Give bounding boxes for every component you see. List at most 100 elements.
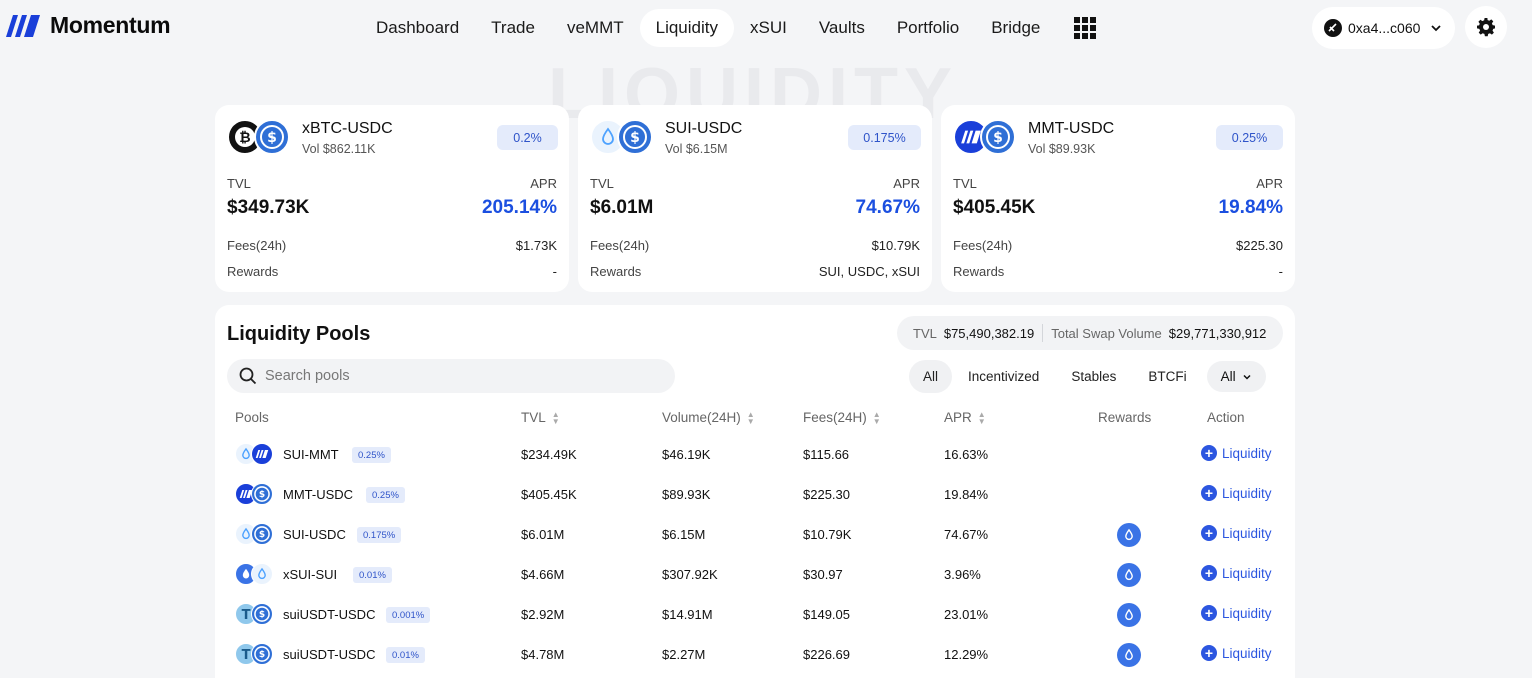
sort-icon: ▲ ▼ bbox=[872, 409, 881, 426]
search-box[interactable] bbox=[227, 359, 675, 393]
filter-incentivized[interactable]: Incentivized bbox=[968, 369, 1040, 384]
chevron-down-icon bbox=[1431, 25, 1442, 32]
fee-tier-badge: 0.25% bbox=[1216, 125, 1283, 150]
rewards-label: Rewards bbox=[590, 264, 642, 279]
volume-cell: $14.91M bbox=[662, 607, 713, 622]
add-liquidity-label: Liquidity bbox=[1222, 445, 1272, 461]
search-input[interactable] bbox=[265, 368, 645, 384]
pair-volume: Vol $6.15M bbox=[665, 142, 728, 156]
top-header: Momentum Dashboard Trade veMMT Liquidity… bbox=[0, 0, 1532, 56]
pool-name: suiUSDT-USDC bbox=[283, 647, 376, 662]
fees-value: $1.73K bbox=[515, 238, 557, 253]
fees-cell: $10.79K bbox=[803, 527, 852, 542]
wallet-button[interactable]: 0xa4...c060 bbox=[1312, 7, 1455, 49]
svg-text:$: $ bbox=[259, 490, 265, 500]
settings-button[interactable] bbox=[1465, 6, 1507, 48]
pair-icons: T $ bbox=[235, 603, 275, 627]
nav-bridge[interactable]: Bridge bbox=[991, 18, 1041, 37]
add-liquidity-label: Liquidity bbox=[1222, 565, 1272, 581]
pool-row[interactable]: T $ suiUSDT-USDC 0.001% $2.92M $14.91M $149.05… bbox=[215, 595, 1295, 635]
pool-row[interactable]: $ MMT-USDC 0.25% $405.45K $89.93K $225.30 19.8… bbox=[215, 475, 1295, 515]
column-header-label: Volume(24H) bbox=[662, 410, 741, 425]
add-liquidity-button[interactable]: + Liquidity bbox=[1201, 525, 1272, 541]
nav-xsui[interactable]: xSUI bbox=[750, 18, 787, 37]
nav-dashboard[interactable]: Dashboard bbox=[376, 18, 460, 37]
usdc-token-icon: $ bbox=[251, 603, 273, 625]
column-header-fees[interactable]: Fees(24H) ▲ ▼ bbox=[803, 410, 881, 425]
add-liquidity-button[interactable]: + Liquidity bbox=[1201, 485, 1272, 501]
add-liquidity-button[interactable]: + Liquidity bbox=[1201, 445, 1272, 461]
nav-trade[interactable]: Trade bbox=[491, 18, 535, 37]
gear-icon bbox=[1477, 18, 1495, 37]
pool-type-select[interactable]: All bbox=[1206, 361, 1266, 392]
plus-icon: + bbox=[1201, 645, 1217, 661]
column-header-apr[interactable]: APR ▲ ▼ bbox=[944, 410, 986, 425]
pool-type-select-value: All bbox=[1220, 369, 1236, 384]
fee-tier-badge: 0.01% bbox=[386, 647, 425, 663]
column-header-label: TVL bbox=[521, 410, 546, 425]
sort-icon: ▲ ▼ bbox=[977, 409, 986, 426]
svg-text:$: $ bbox=[630, 130, 640, 146]
apr-cell: 3.96% bbox=[944, 567, 981, 582]
add-liquidity-button[interactable]: + Liquidity bbox=[1201, 645, 1272, 661]
sort-icon: ▲ ▼ bbox=[551, 409, 560, 426]
search-icon bbox=[239, 367, 257, 385]
column-header-rewards: Rewards bbox=[1098, 410, 1151, 425]
mmt-token-icon bbox=[251, 443, 273, 465]
logo[interactable]: Momentum bbox=[4, 12, 171, 39]
filter-stables[interactable]: Stables bbox=[1071, 369, 1117, 384]
nav-liquidity[interactable]: Liquidity bbox=[639, 9, 734, 47]
column-header-action: Action bbox=[1207, 410, 1245, 425]
apr-label: APR bbox=[893, 176, 920, 191]
apps-grid-icon[interactable] bbox=[1074, 17, 1097, 39]
svg-text:$: $ bbox=[993, 130, 1003, 146]
nav-vaults[interactable]: Vaults bbox=[818, 18, 865, 37]
add-liquidity-button[interactable]: + Liquidity bbox=[1201, 605, 1272, 621]
pair-icons: $ bbox=[235, 523, 275, 547]
featured-pool-card[interactable]: $ MMT-USDC Vol $89.93K 0.25% TVL APR $40… bbox=[941, 105, 1295, 292]
filter-all[interactable]: All bbox=[909, 360, 953, 393]
pool-name: MMT-USDC bbox=[283, 487, 354, 502]
rewards-label: Rewards bbox=[227, 264, 279, 279]
pool-row[interactable]: T $ suiUSDT-USDC 0.01% $4.78M $2.27M $226.69 12… bbox=[215, 635, 1295, 675]
fees-cell: $225.30 bbox=[803, 487, 850, 502]
usdc-token-icon: $ bbox=[251, 483, 273, 505]
fees-cell: $226.69 bbox=[803, 647, 850, 662]
pool-row[interactable]: $ SUI-USDC 0.175% $6.01M $6.15M $10.79K 74.67%… bbox=[215, 515, 1295, 555]
tvl-cell: $6.01M bbox=[521, 527, 565, 542]
pair-icons: $ bbox=[953, 119, 1023, 157]
volume-cell: $46.19K bbox=[662, 447, 711, 462]
rewards-value: - bbox=[1278, 264, 1283, 279]
volume-cell: $6.15M bbox=[662, 527, 706, 542]
sort-icon: ▲ ▼ bbox=[746, 409, 755, 426]
add-liquidity-button[interactable]: + Liquidity bbox=[1201, 565, 1272, 581]
featured-pool-card[interactable]: $ SUI-USDC Vol $6.15M 0.175% TVL APR $6.… bbox=[578, 105, 932, 292]
nav-vemmt[interactable]: veMMT bbox=[566, 18, 624, 37]
tvl-value: $6.01M bbox=[590, 197, 654, 218]
svg-text:T: T bbox=[242, 608, 251, 621]
column-header-tvl[interactable]: TVL ▲ ▼ bbox=[521, 410, 560, 425]
volume-cell: $89.93K bbox=[662, 487, 711, 502]
momentum-logo-icon bbox=[6, 14, 40, 37]
pool-stats-summary: TVL $75,490,382.19 Total Swap Volume $29… bbox=[897, 316, 1283, 350]
apr-cell: 23.01% bbox=[944, 607, 989, 622]
pool-row[interactable]: SUI-MMT 0.25% $234.49K $46.19K $115.66 16.63%… bbox=[215, 435, 1295, 475]
pool-name: suiUSDT-USDC bbox=[283, 607, 376, 622]
wallet-avatar-icon bbox=[1324, 19, 1342, 37]
tvl-stat-label: TVL bbox=[913, 325, 937, 341]
tvl-cell: $4.78M bbox=[521, 647, 565, 662]
pool-row[interactable]: xSUI-SUI 0.01% $4.66M $307.92K $30.97 3.96% + L… bbox=[215, 555, 1295, 595]
apr-value: 205.14% bbox=[481, 197, 557, 218]
fee-tier-badge: 0.25% bbox=[366, 487, 405, 503]
plus-icon: + bbox=[1201, 605, 1217, 621]
featured-pool-card[interactable]: ₿ $ xBTC-USDC Vol $862.11K 0.2% TVL APR … bbox=[215, 105, 569, 292]
svg-text:$: $ bbox=[259, 530, 265, 540]
column-header-label: APR bbox=[944, 410, 972, 425]
pair-icons: ₿ $ bbox=[227, 119, 297, 157]
nav-portfolio[interactable]: Portfolio bbox=[896, 18, 960, 37]
tvl-cell: $234.49K bbox=[521, 447, 577, 462]
add-liquidity-label: Liquidity bbox=[1222, 645, 1272, 661]
column-header-volume[interactable]: Volume(24H) ▲ ▼ bbox=[662, 410, 755, 425]
filter-btcfi[interactable]: BTCFi bbox=[1148, 369, 1187, 384]
usdc-token-icon: $ bbox=[251, 643, 273, 665]
